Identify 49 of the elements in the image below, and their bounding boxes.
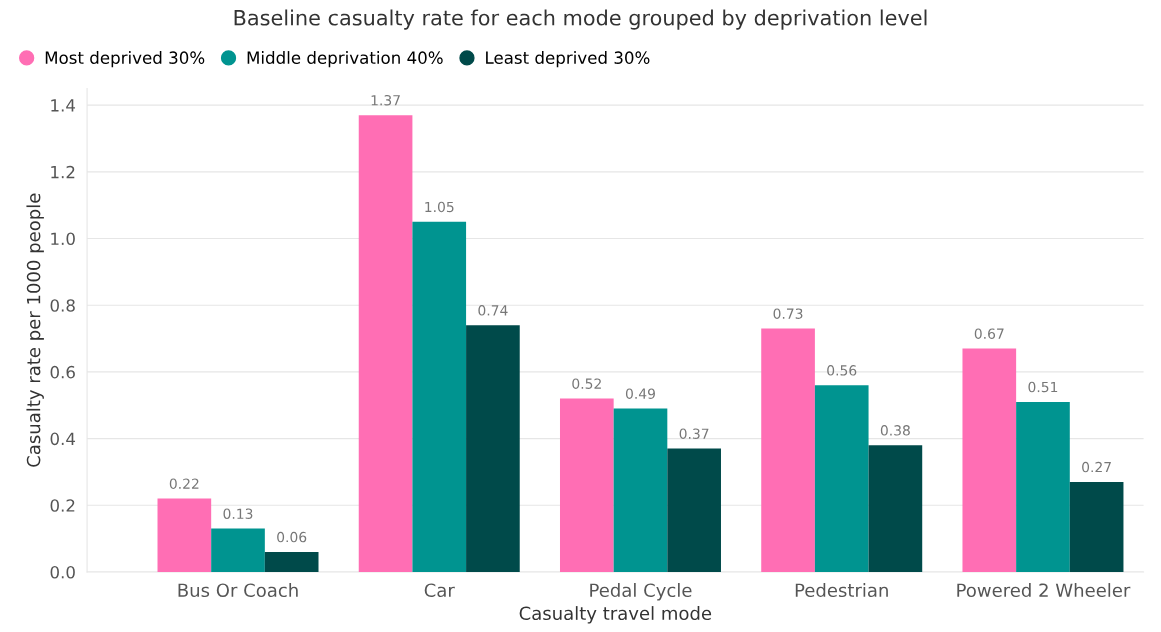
y-tick-label: 0.2 bbox=[50, 499, 75, 512]
data-label: 1.05 bbox=[425, 201, 454, 213]
x-tick-label: Pedestrian bbox=[795, 583, 888, 598]
y-tick-label: 1.4 bbox=[51, 99, 76, 112]
data-label: 1.37 bbox=[371, 95, 400, 106]
bar bbox=[358, 115, 413, 572]
bar bbox=[559, 398, 614, 572]
data-label: 0.38 bbox=[880, 425, 910, 436]
y-tick-label: 1.2 bbox=[51, 165, 75, 179]
bar bbox=[466, 325, 520, 572]
data-label: 0.56 bbox=[827, 365, 857, 376]
legend-label: Middle deprivation 40% bbox=[247, 51, 443, 68]
bar bbox=[157, 498, 212, 572]
y-tick-label: 0.4 bbox=[50, 432, 76, 446]
y-tick-label: 0.6 bbox=[50, 365, 75, 379]
bar bbox=[264, 551, 319, 572]
data-label: 0.67 bbox=[974, 328, 1004, 339]
y-tick-label: 1.0 bbox=[51, 232, 75, 246]
bar bbox=[613, 408, 668, 572]
chart-title: Baseline casualty rate for each mode grouped by deprivation level bbox=[234, 9, 927, 30]
x-tick-label: Bus Or Coach bbox=[178, 583, 298, 598]
bar bbox=[962, 348, 1017, 572]
x-tick-label: Pedal Cycle bbox=[590, 583, 692, 601]
bar bbox=[761, 328, 815, 572]
data-label: 0.74 bbox=[478, 305, 508, 316]
y-tick-label: 0.8 bbox=[50, 299, 75, 312]
x-tick-label: Powered 2 Wheeler bbox=[957, 583, 1131, 598]
data-label: 0.22 bbox=[169, 478, 199, 489]
data-label: 0.13 bbox=[223, 508, 253, 519]
data-label: 0.49 bbox=[625, 388, 655, 399]
data-label: 0.52 bbox=[572, 378, 601, 389]
data-label: 0.27 bbox=[1082, 461, 1111, 473]
data-label: 0.51 bbox=[1028, 381, 1058, 393]
y-tick-label: 0.0 bbox=[50, 565, 75, 579]
bar bbox=[868, 445, 923, 572]
legend-label: Least deprived 30% bbox=[486, 51, 650, 68]
data-label: 0.37 bbox=[679, 428, 709, 439]
bar bbox=[667, 448, 721, 572]
bar bbox=[1016, 401, 1070, 572]
data-label: 0.06 bbox=[277, 531, 307, 543]
x-axis-title: Casualty travel mode bbox=[519, 606, 712, 624]
legend-label: Most deprived 30% bbox=[45, 51, 205, 68]
x-tick-label: Car bbox=[424, 583, 455, 598]
bar bbox=[211, 528, 265, 572]
data-label: 0.73 bbox=[773, 308, 803, 319]
bar bbox=[814, 385, 869, 572]
y-axis-title: Casualty rate per 1000 people bbox=[26, 193, 44, 467]
bar bbox=[412, 221, 467, 572]
bar bbox=[1069, 481, 1124, 572]
